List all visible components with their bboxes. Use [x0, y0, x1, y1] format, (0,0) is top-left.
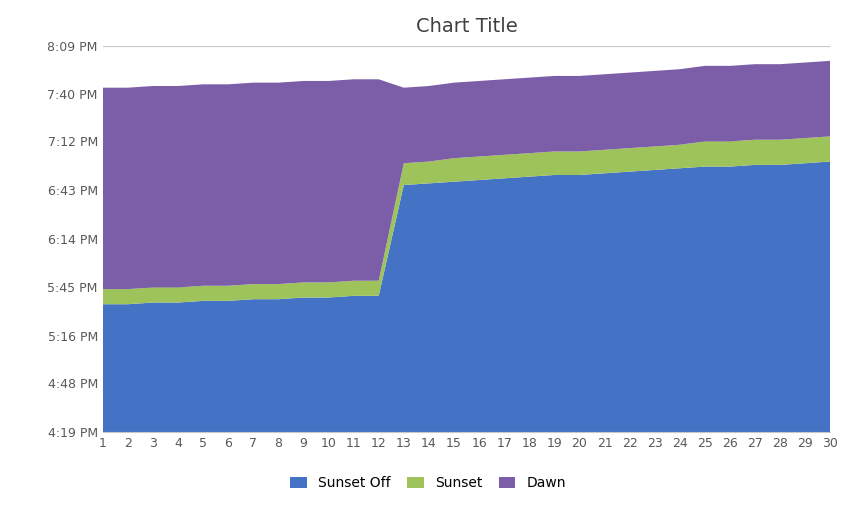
Title: Chart Title: Chart Title	[416, 17, 517, 36]
Legend: Sunset Off, Sunset, Dawn: Sunset Off, Sunset, Dawn	[284, 471, 572, 496]
